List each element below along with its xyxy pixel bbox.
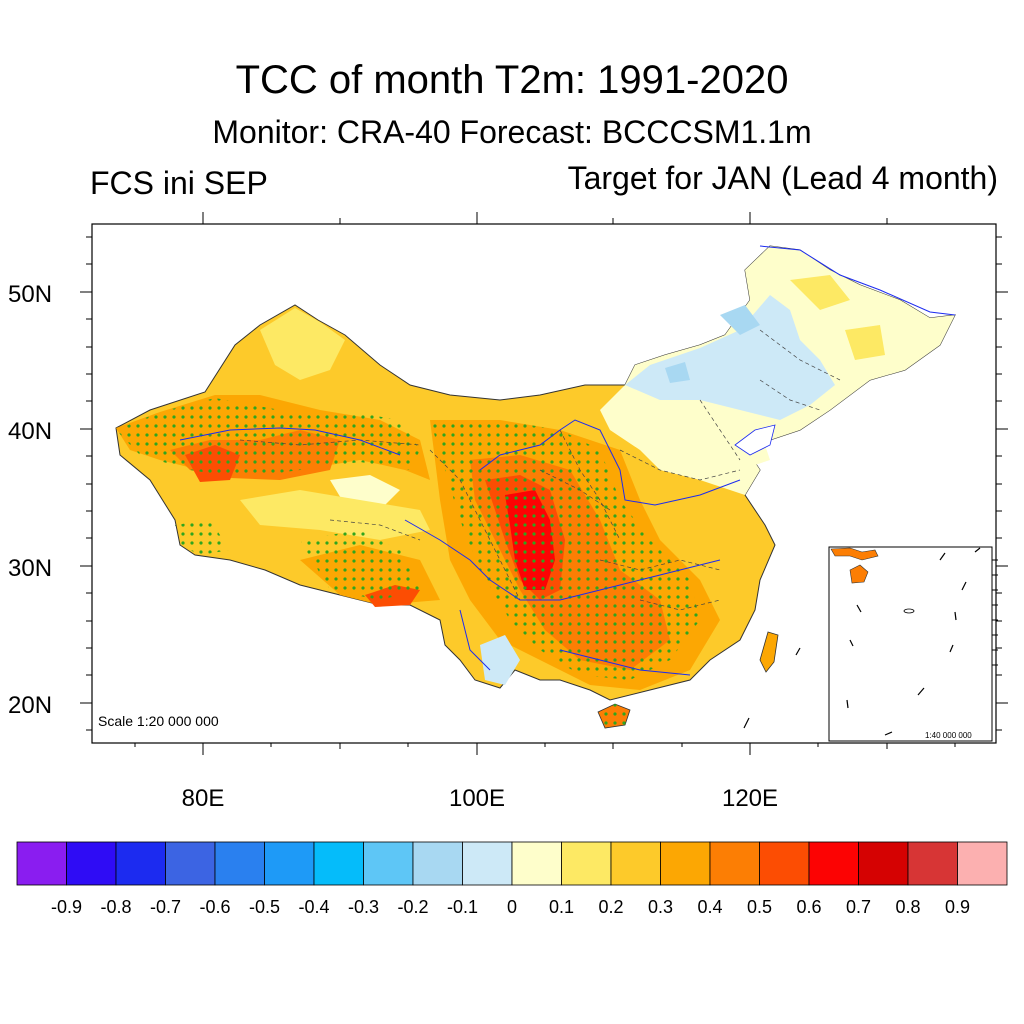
colorbar-box [957,841,1008,886]
colorbar-label: 0.6 [796,897,821,917]
colorbar-box [808,841,859,886]
colorbar-box [561,841,612,886]
taiwan-island [759,631,779,673]
colorbar-labels: -0.9 -0.8 -0.7 -0.6 -0.5 -0.4 -0.3 -0.2 -0.1 0 0.1… [51,897,970,917]
colorbar-label: 0.7 [846,897,871,917]
lon-label-80e: 80E [182,785,225,812]
colorbar-label: -0.8 [100,897,131,917]
colorbar-label: 0.2 [598,897,623,917]
colorbar-boxes [16,841,1008,886]
colorbar-label: 0.9 [945,897,970,917]
colorbar-label: 0.3 [648,897,673,917]
lat-label-20n: 20N [8,692,52,719]
tibet-pale-patch [330,475,400,505]
northeast-blue-region [625,295,835,420]
colorbar-box [759,841,810,886]
province-boundaries [239,329,841,611]
colorbar-label: -0.1 [447,897,478,917]
rivers [179,245,956,676]
colorbar-box [264,841,315,886]
south-sea-marks [743,647,801,729]
hills-yellow [790,275,885,360]
south-china-sea-inset: 1:40 000 000 [828,546,998,742]
target-label: Target for JAN (Lead 4 month) [567,160,998,196]
colorbar-label: 0.5 [747,897,772,917]
colorbar-box [858,841,909,886]
hainan-stipple [598,704,630,728]
lat-ticks [80,236,1008,731]
colorbar-box [412,841,463,886]
colorbar-label: -0.4 [298,897,329,917]
colorbar-box [214,841,265,886]
map-title: TCC of month T2m: 1991-2020 [235,58,789,102]
inset-scale-label: 1:40 000 000 [925,731,972,740]
colorbar-label: 0.4 [697,897,722,917]
scale-label: Scale 1:20 000 000 [98,713,219,729]
bohai-sea [734,424,776,456]
colorbar-box [709,841,760,886]
lat-label-40n: 40N [8,418,52,445]
colorbar-box [907,841,958,886]
northeast-blue-core [665,305,760,383]
colorbar-box [165,841,216,886]
colorbar-box [16,841,67,886]
colorbar-label: -0.7 [150,897,181,917]
colorbar-label: 0 [507,897,517,917]
colorbar-label: 0.8 [895,897,920,917]
colorbar-label: 0.1 [549,897,574,917]
colorbar-box [660,841,711,886]
colorbar-box [313,841,364,886]
initialization-label: FCS ini SEP [90,165,268,201]
lon-label-100e: 100E [449,785,505,812]
colorbar-label: -0.9 [51,897,82,917]
colorbar-box [462,841,513,886]
colorbar-label: -0.3 [348,897,379,917]
map-subtitle: Monitor: CRA-40 Forecast: BCCCSM1.1m [212,114,812,150]
tarim-pale-region [260,308,345,380]
colorbar-box [115,841,166,886]
yunnan-blue-patch [480,635,520,685]
colorbar-box [610,841,661,886]
lat-label-50n: 50N [8,281,52,308]
tibet-yellow-band [240,490,430,540]
north-china-pale [680,420,770,475]
lon-label-120e: 120E [722,785,778,812]
colorbar-label: -0.6 [199,897,230,917]
colorbar-label: -0.5 [249,897,280,917]
colorbar-box [66,841,117,886]
significance-stippling [116,398,700,680]
colorbar-label: -0.2 [397,897,428,917]
lat-label-30n: 30N [8,555,52,582]
colorbar-box [511,841,562,886]
colorbar-box [363,841,414,886]
lon-ticks [134,212,956,755]
